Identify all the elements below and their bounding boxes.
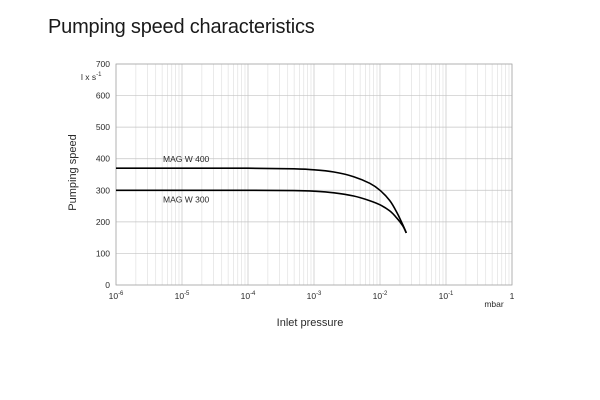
y-tick-label: 500 bbox=[96, 122, 110, 132]
x-tick-label: 10-4 bbox=[241, 291, 256, 301]
grid-layer bbox=[115, 63, 513, 286]
x-tick-exponent: -1 bbox=[448, 291, 454, 297]
series-line-1 bbox=[116, 167, 408, 234]
x-tick-base: 10 bbox=[109, 291, 119, 301]
x-tick-label: 1 bbox=[510, 291, 515, 301]
series-label-2: MAG W 300 bbox=[163, 194, 210, 204]
x-tick-label: 10-6 bbox=[109, 291, 124, 301]
x-tick-exponent: -2 bbox=[382, 291, 388, 297]
y-tick-label: 600 bbox=[96, 91, 110, 101]
x-tick-exponent: -6 bbox=[118, 291, 124, 297]
y-axis-title: Pumping speed bbox=[67, 134, 79, 210]
x-tick-base: 10 bbox=[241, 291, 251, 301]
series-layer bbox=[115, 167, 408, 234]
x-tick-base: 10 bbox=[439, 291, 449, 301]
axis-layer bbox=[115, 63, 513, 286]
x-tick-base: 1 bbox=[510, 291, 515, 301]
x-tick-label: 10-5 bbox=[175, 291, 190, 301]
x-tick-base: 10 bbox=[307, 291, 317, 301]
y-tick-label: 100 bbox=[96, 248, 110, 258]
y-tick-label: 300 bbox=[96, 185, 110, 195]
y-unit-label: l x s-1 bbox=[81, 72, 102, 82]
x-tick-label: 10-2 bbox=[373, 291, 388, 301]
y-tick-label: 400 bbox=[96, 154, 110, 164]
plot-frame bbox=[115, 63, 513, 286]
page-title: Pumping speed characteristics bbox=[48, 16, 315, 38]
x-axis-title: Inlet pressure bbox=[277, 317, 344, 329]
y-unit-base: l x s bbox=[81, 72, 96, 82]
x-tick-base: 10 bbox=[373, 291, 383, 301]
x-tick-exponent: -5 bbox=[184, 291, 190, 297]
series-line-2 bbox=[115, 189, 408, 234]
x-tick-label: 10-3 bbox=[307, 291, 322, 301]
x-tick-exponent: -4 bbox=[250, 291, 256, 297]
y-tick-label: 700 bbox=[96, 59, 110, 69]
y-tick-label: 0 bbox=[105, 280, 110, 290]
x-unit-label: mbar bbox=[484, 299, 504, 309]
x-tick-label: 10-1 bbox=[439, 291, 454, 301]
series-label-1: MAG W 400 bbox=[163, 154, 210, 164]
y-tick-label: 200 bbox=[96, 217, 110, 227]
y-unit-exponent: -1 bbox=[96, 72, 102, 78]
x-tick-base: 10 bbox=[175, 291, 185, 301]
x-tick-exponent: -3 bbox=[316, 291, 322, 297]
